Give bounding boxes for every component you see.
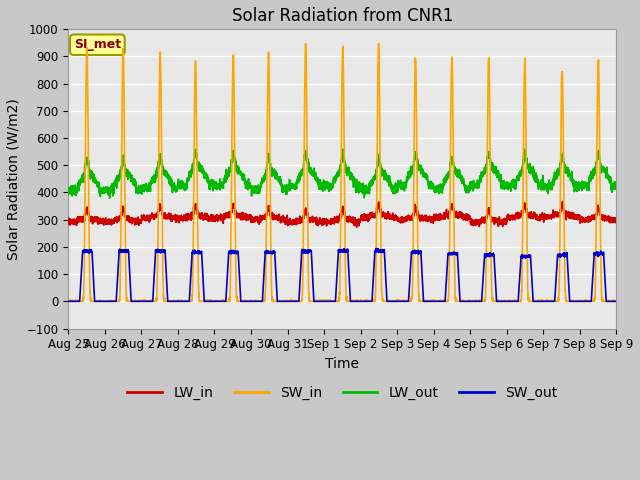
SW_in <box>163 299 171 304</box>
LW_out <box>106 195 113 201</box>
LW_in <box>612 218 620 224</box>
Line: SW_out: SW_out <box>68 249 616 301</box>
LW_in <box>163 212 171 218</box>
LW_out <box>322 181 330 187</box>
LW_out <box>435 183 443 189</box>
SW_out <box>612 299 620 304</box>
Line: LW_out: LW_out <box>68 149 616 198</box>
Y-axis label: Solar Radiation (W/m2): Solar Radiation (W/m2) <box>7 98 21 260</box>
LW_in <box>612 216 620 222</box>
LW_out <box>612 181 620 187</box>
LW_in <box>465 215 473 221</box>
SW_out <box>465 299 473 304</box>
SW_in <box>612 299 620 304</box>
LW_out <box>465 188 473 193</box>
Text: SI_met: SI_met <box>74 38 121 51</box>
LW_in <box>435 214 443 219</box>
LW_in <box>559 199 566 204</box>
Title: Solar Radiation from CNR1: Solar Radiation from CNR1 <box>232 7 453 25</box>
LW_out <box>612 182 620 188</box>
SW_in <box>374 41 382 47</box>
SW_out <box>65 299 72 304</box>
X-axis label: Time: Time <box>325 357 359 371</box>
LW_out <box>65 184 72 190</box>
SW_out <box>435 299 443 304</box>
Line: LW_in: LW_in <box>68 202 616 227</box>
SW_out <box>497 299 504 304</box>
SW_in <box>65 299 72 304</box>
LW_out <box>339 146 347 152</box>
Line: SW_in: SW_in <box>68 44 616 301</box>
LW_out <box>163 174 171 180</box>
LW_in <box>353 224 360 230</box>
SW_out <box>612 299 620 304</box>
Legend: LW_in, SW_in, LW_out, SW_out: LW_in, SW_in, LW_out, SW_out <box>122 380 563 405</box>
LW_in <box>497 219 504 225</box>
SW_in <box>435 299 443 304</box>
SW_out <box>372 246 380 252</box>
SW_in <box>465 298 473 303</box>
LW_in <box>65 221 72 227</box>
SW_out <box>163 282 171 288</box>
LW_out <box>497 175 504 181</box>
SW_in <box>497 299 504 304</box>
LW_in <box>322 220 330 226</box>
SW_out <box>322 299 330 304</box>
SW_in <box>322 299 330 304</box>
SW_in <box>612 299 620 304</box>
